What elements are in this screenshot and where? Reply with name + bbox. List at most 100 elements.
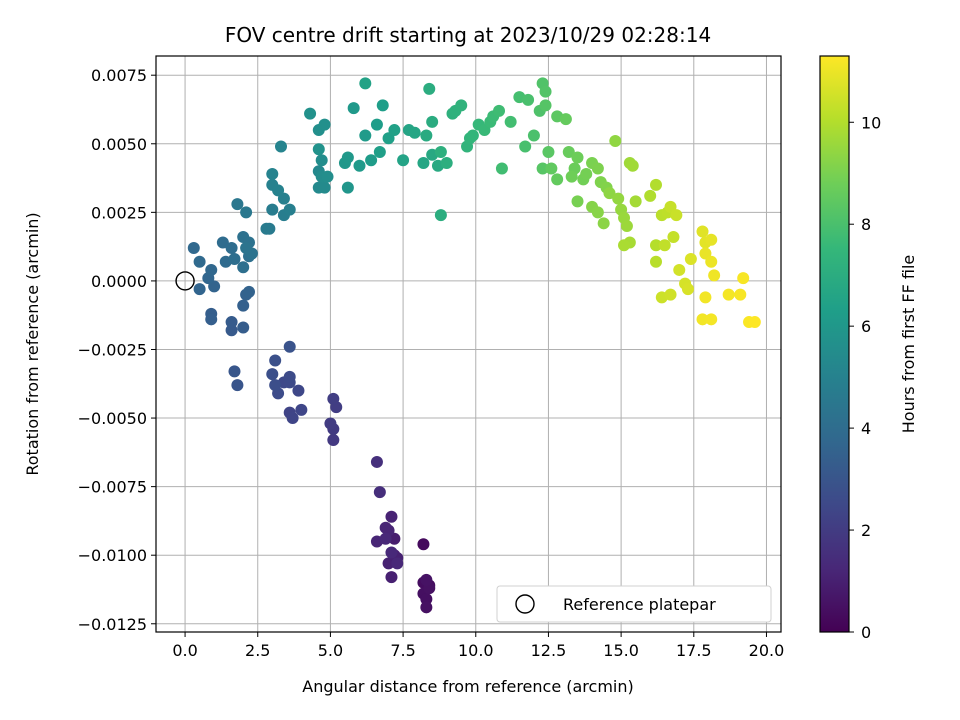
scatter-point — [315, 154, 328, 167]
scatter-point — [670, 209, 683, 222]
colorbar-tick-label: 2 — [861, 521, 871, 540]
scatter-point — [420, 593, 433, 606]
legend-box — [496, 585, 772, 623]
scatter-point — [237, 261, 250, 274]
legend-label: Reference platepar — [563, 595, 716, 614]
scatter-point — [341, 181, 354, 194]
y-tick-label: 0.0075 — [91, 66, 147, 85]
scatter-point — [737, 272, 750, 285]
colorbar-tick-label: 4 — [861, 419, 871, 438]
scatter-point — [658, 239, 671, 252]
scatter-point — [237, 299, 250, 312]
scatter-point — [612, 192, 625, 205]
scatter-point — [539, 99, 552, 112]
scatter-point — [359, 129, 372, 142]
x-tick-label: 12.5 — [531, 641, 567, 660]
scatter-point — [705, 255, 718, 268]
scatter-point — [397, 154, 410, 167]
scatter-point — [527, 129, 540, 142]
scatter-point — [321, 170, 334, 183]
scatter-point — [551, 173, 564, 186]
scatter-point — [327, 434, 340, 446]
scatter-point — [275, 140, 287, 153]
scatter-point — [434, 146, 447, 158]
y-axis-ticks: −0.0125 −0.0100 −0.0075 −0.0050 −0.0025 0.000… — [78, 66, 156, 634]
scatter-point — [347, 102, 360, 115]
scatter-point — [650, 255, 662, 268]
scatter-point — [266, 203, 279, 216]
scatter-point — [353, 159, 366, 172]
scatter-point — [359, 77, 372, 90]
scatter-point — [708, 269, 721, 282]
scatter-point — [312, 143, 325, 156]
scatter-point — [385, 571, 398, 584]
scatter-point — [391, 557, 404, 570]
data-points — [187, 77, 761, 614]
x-tick-label: 15.0 — [603, 641, 639, 660]
scatter-point — [620, 220, 633, 233]
scatter-point — [705, 233, 718, 246]
scatter-point — [493, 104, 506, 117]
y-axis-label: Rotation from reference (arcmin) — [23, 212, 42, 475]
scatter-point — [370, 118, 383, 131]
scatter-point — [420, 601, 433, 614]
scatter-point — [283, 340, 296, 353]
scatter-point — [650, 239, 662, 252]
colorbar-gradient — [819, 55, 850, 633]
scatter-point — [243, 285, 256, 298]
x-tick-label: 0.0 — [172, 641, 197, 660]
scatter-point — [385, 510, 398, 523]
scatter-point — [664, 288, 677, 301]
scatter-point — [519, 140, 532, 153]
scatter-point — [495, 162, 508, 175]
scatter-point — [684, 252, 697, 265]
scatter-point — [370, 455, 383, 468]
y-tick-label: −0.0100 — [78, 546, 147, 565]
scatter-point — [539, 85, 552, 98]
scatter-point — [324, 417, 337, 430]
scatter-point — [272, 184, 285, 197]
x-tick-label: 7.5 — [390, 641, 415, 660]
scatter-point — [292, 384, 305, 397]
legend: Reference platepar — [496, 585, 772, 623]
scatter-point — [603, 187, 616, 200]
scatter-point — [266, 368, 279, 381]
scatter-point — [327, 392, 340, 405]
scatter-point — [304, 107, 317, 120]
scatter-point — [644, 189, 657, 202]
scatter-point — [618, 239, 631, 252]
y-tick-label: 0.0025 — [91, 203, 147, 222]
scatter-point — [286, 412, 299, 425]
scatter-point — [318, 181, 331, 194]
scatter-point — [609, 135, 622, 148]
scatter-point — [379, 532, 392, 545]
scatter-point — [420, 573, 433, 586]
scatter-point — [318, 118, 331, 131]
scatter-point — [522, 93, 535, 106]
colorbar-tick-label: 6 — [861, 317, 871, 336]
scatter-point — [559, 113, 572, 126]
x-axis-label: Angular distance from reference (arcmin) — [302, 677, 633, 696]
y-tick-label: 0.0050 — [91, 135, 147, 154]
scatter-point — [562, 146, 575, 158]
reference-platepar-marker — [175, 271, 195, 291]
scatter-point — [650, 178, 662, 191]
scatter-point — [295, 403, 308, 416]
scatter-point — [591, 162, 604, 175]
scatter-point — [225, 324, 238, 337]
scatter-point — [565, 170, 578, 183]
colorbar-label: Hours from first FF file — [899, 255, 918, 434]
scatter-point — [426, 115, 439, 128]
scatter-point — [385, 546, 398, 559]
scatter-point — [373, 146, 386, 158]
x-tick-label: 20.0 — [749, 641, 785, 660]
scatter-point — [240, 206, 253, 219]
scatter-point — [341, 151, 354, 164]
y-tick-label: −0.0075 — [78, 478, 147, 497]
scatter-point — [597, 217, 610, 230]
scatter-point — [673, 263, 686, 276]
scatter-point — [240, 242, 253, 254]
scatter-point — [231, 198, 244, 211]
scatter-point — [536, 162, 549, 175]
